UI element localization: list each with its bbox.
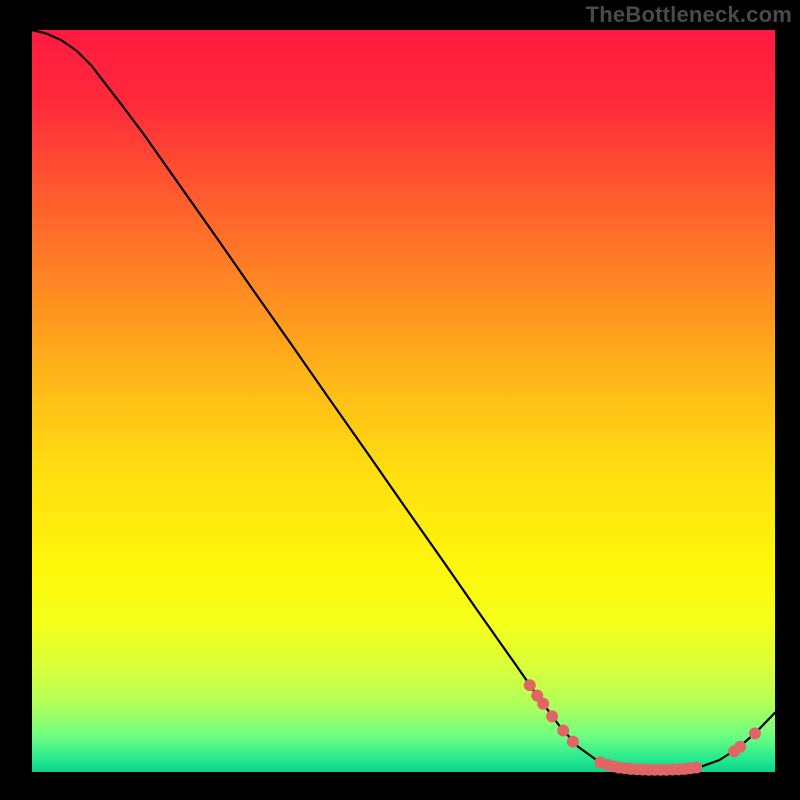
plot-background (32, 30, 775, 772)
data-marker (735, 741, 746, 752)
data-marker (749, 728, 760, 739)
data-marker (547, 711, 558, 722)
data-marker (524, 680, 535, 691)
data-marker (567, 736, 578, 747)
watermark-text: TheBottleneck.com (586, 2, 792, 28)
chart-svg (0, 0, 800, 800)
data-marker (538, 698, 549, 709)
data-marker (558, 725, 569, 736)
chart-container: { "watermark": { "text": "TheBottleneck.… (0, 0, 800, 800)
data-marker (691, 762, 702, 773)
